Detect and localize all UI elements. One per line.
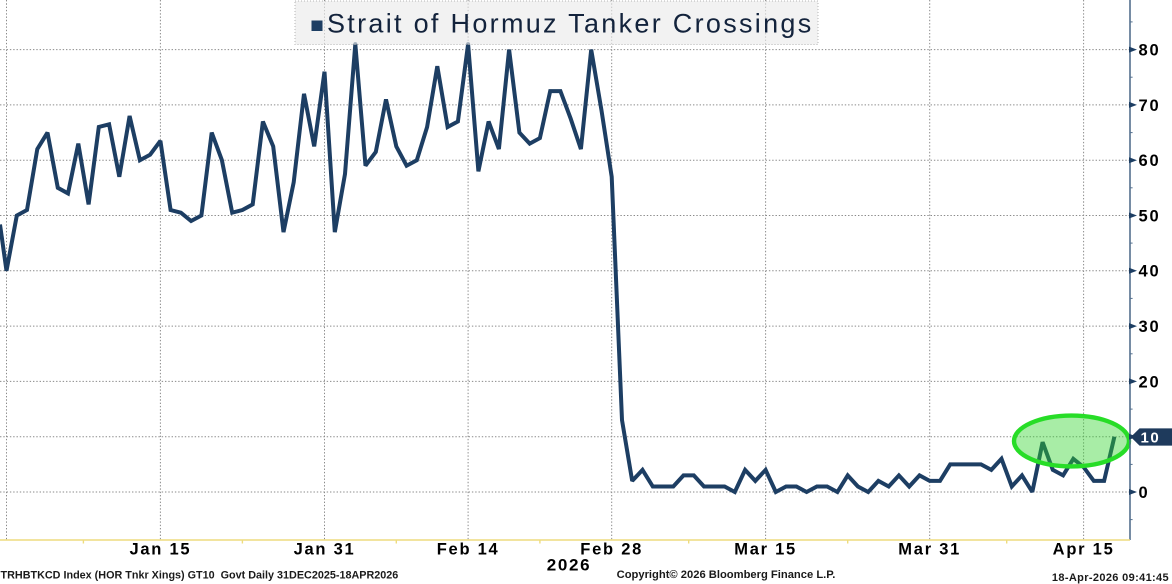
- svg-text:10: 10: [1141, 429, 1161, 446]
- svg-text:20: 20: [1139, 373, 1161, 391]
- svg-text:70: 70: [1139, 97, 1161, 115]
- svg-text:Apr 15: Apr 15: [1053, 541, 1115, 559]
- svg-text:Copyright© 2026 Bloomberg Fina: Copyright© 2026 Bloomberg Finance L.P.: [617, 569, 836, 581]
- svg-text:80: 80: [1139, 42, 1161, 60]
- svg-text:Feb 28: Feb 28: [580, 541, 643, 559]
- svg-text:Mar 15: Mar 15: [734, 541, 797, 559]
- svg-text:Strait of Hormuz Tanker Crossi: Strait of Hormuz Tanker Crossings: [327, 9, 814, 39]
- svg-text:40: 40: [1139, 263, 1161, 281]
- svg-text:Feb 14: Feb 14: [437, 541, 500, 559]
- svg-text:18-Apr-2026 09:41:45: 18-Apr-2026 09:41:45: [1052, 572, 1169, 584]
- svg-text:50: 50: [1139, 207, 1161, 225]
- svg-text:Jan 15: Jan 15: [129, 541, 191, 559]
- svg-text:0: 0: [1139, 484, 1150, 502]
- svg-text:Jan 31: Jan 31: [294, 541, 356, 559]
- svg-text:Mar 31: Mar 31: [898, 541, 961, 559]
- svg-text:30: 30: [1139, 318, 1161, 336]
- svg-text:60: 60: [1139, 152, 1161, 170]
- svg-text:TRHBTKCD Index (HOR Tnkr Xings: TRHBTKCD Index (HOR Tnkr Xings) GT10 Gov…: [1, 570, 399, 582]
- svg-text:2026: 2026: [547, 556, 592, 575]
